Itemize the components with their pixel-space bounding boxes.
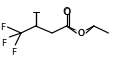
- Text: O: O: [78, 28, 85, 38]
- Text: O: O: [63, 8, 70, 17]
- Text: F: F: [11, 48, 16, 57]
- Text: O: O: [63, 7, 71, 17]
- Text: F: F: [1, 39, 7, 48]
- Text: F: F: [0, 22, 6, 32]
- Text: O: O: [78, 28, 85, 38]
